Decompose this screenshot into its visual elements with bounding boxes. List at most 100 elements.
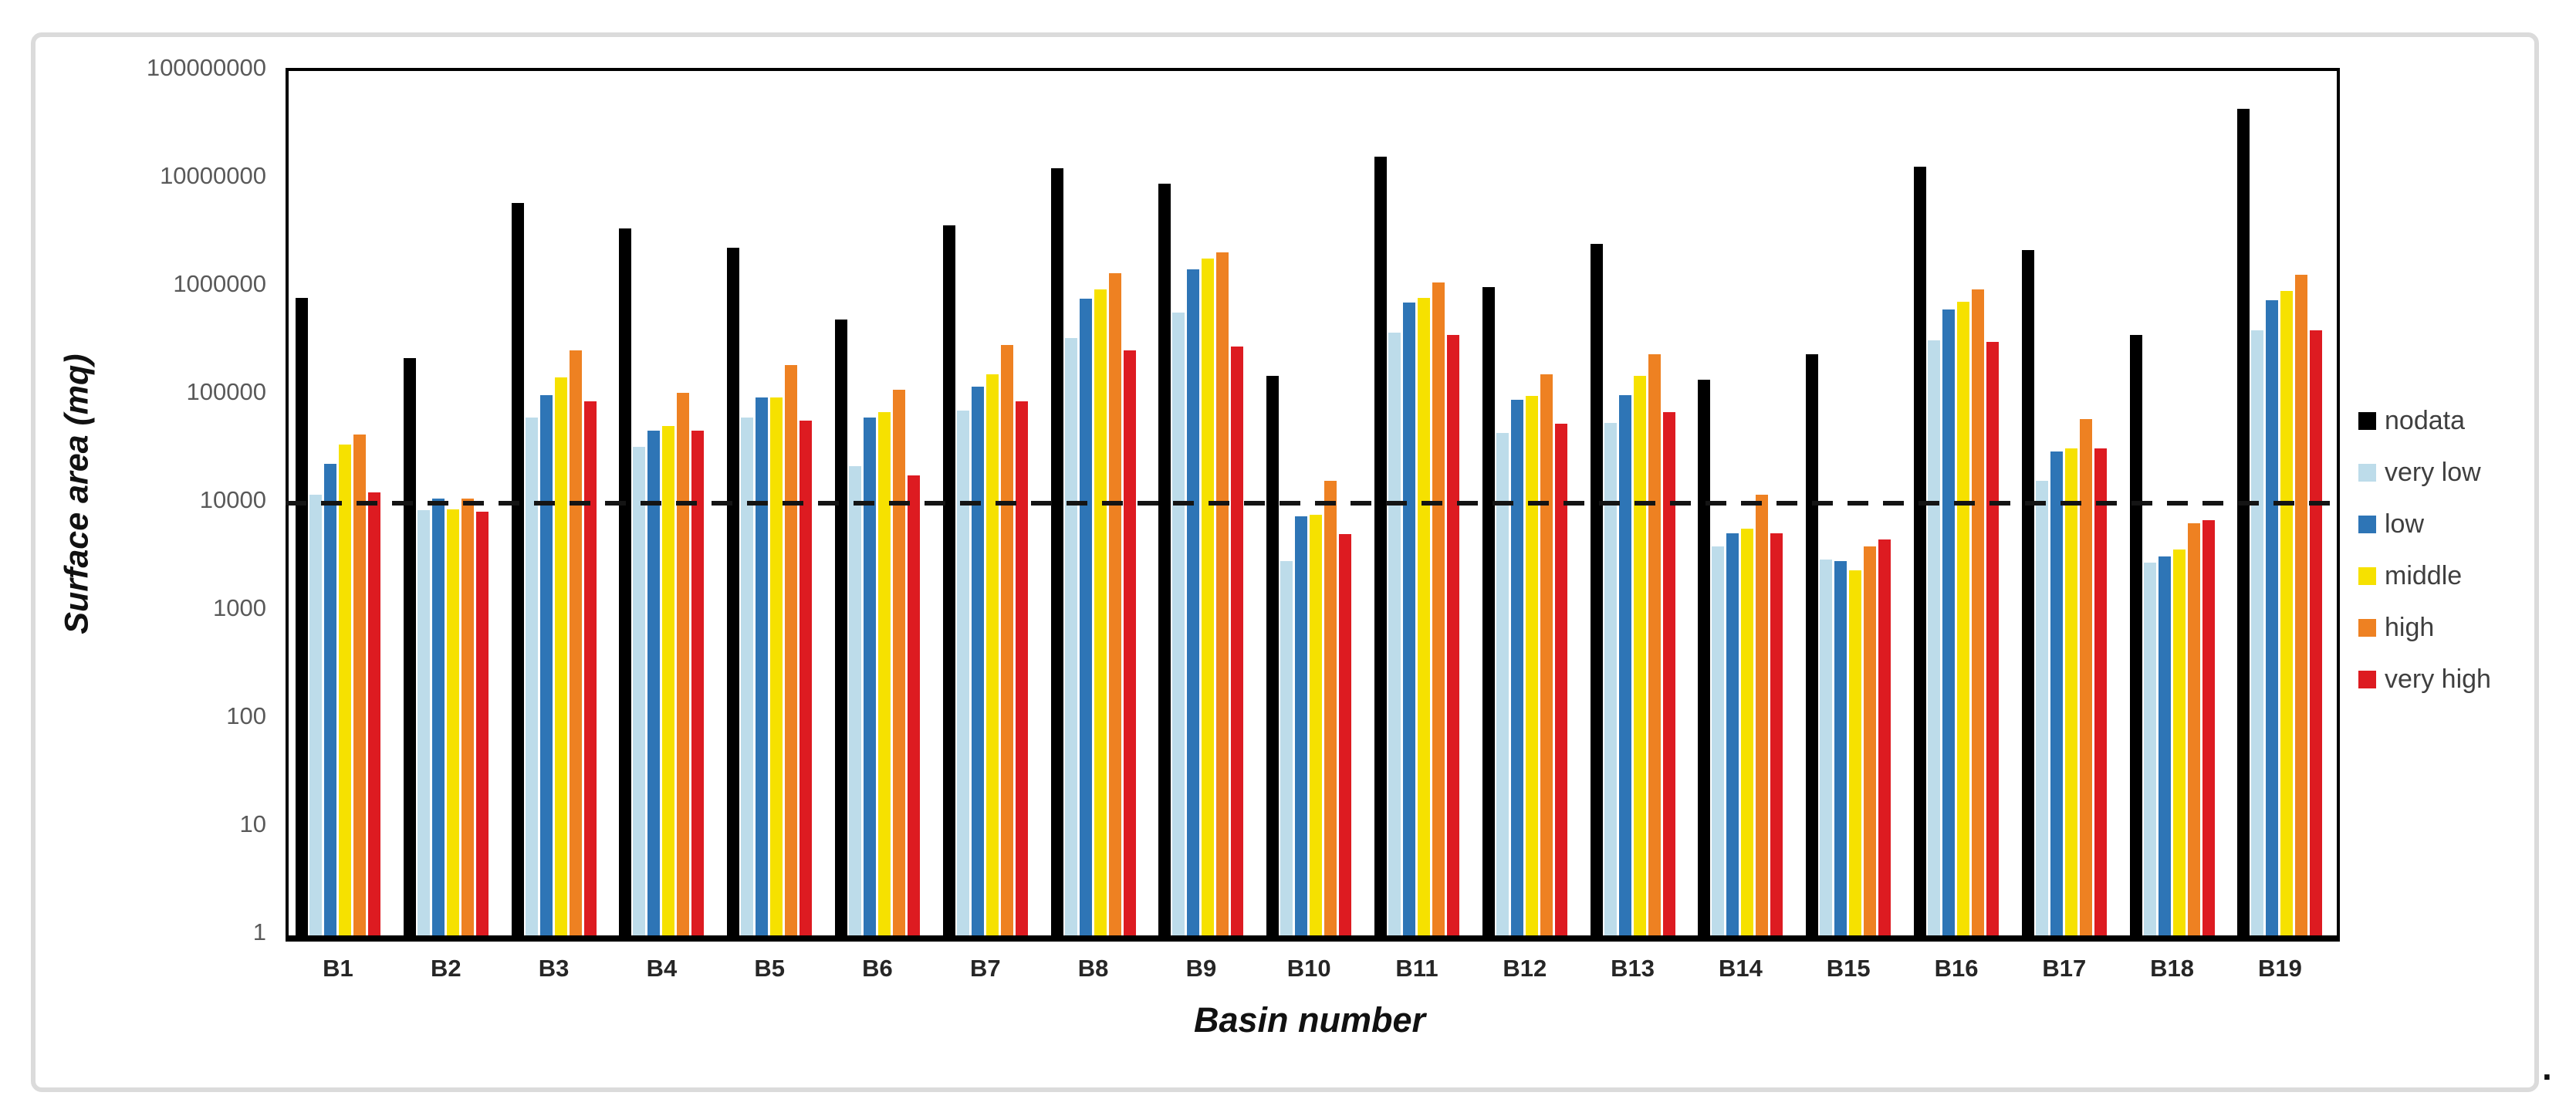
bar-nodata-B2 [403, 358, 416, 935]
bar-nodata-B17 [2021, 250, 2034, 935]
x-tick-label: B4 [646, 955, 678, 982]
bar-very-low-B14 [1712, 546, 1725, 935]
legend-label: middle [2385, 561, 2463, 590]
document-trailing-period: . [2542, 1047, 2552, 1087]
x-tick-label: B2 [430, 955, 461, 982]
x-tick-label: B18 [2150, 955, 2195, 982]
bar-very-high-B5 [800, 421, 813, 935]
y-tick-label: 100000 [186, 378, 266, 405]
bar-nodata-B11 [1374, 157, 1387, 935]
bar-very-low-B12 [1496, 433, 1509, 935]
bar-very-low-B7 [956, 411, 969, 935]
bar-low-B15 [1834, 561, 1847, 935]
bar-high-B4 [677, 393, 690, 935]
bar-nodata-B1 [296, 298, 308, 935]
bar-middle-B15 [1849, 570, 1862, 935]
bar-very-low-B10 [1280, 561, 1293, 935]
bar-high-B3 [569, 350, 582, 935]
x-tick-label: B17 [2042, 955, 2087, 982]
bar-very-low-B19 [2251, 330, 2264, 935]
bar-very-high-B16 [1986, 342, 1999, 935]
bar-very-low-B8 [1064, 338, 1077, 935]
x-tick-label: B16 [1934, 955, 1979, 982]
legend-label: nodata [2385, 406, 2465, 435]
bar-high-B15 [1864, 546, 1877, 935]
bar-low-B14 [1726, 533, 1739, 935]
bar-very-low-B15 [1820, 560, 1833, 935]
bar-very-high-B4 [691, 431, 705, 935]
bar-middle-B17 [2064, 448, 2077, 935]
y-tick-label: 10 [239, 810, 266, 837]
bar-middle-B16 [1957, 302, 1969, 935]
bar-high-B2 [461, 499, 474, 935]
bar-low-B1 [324, 464, 336, 935]
bar-low-B4 [647, 431, 661, 935]
bar-low-B12 [1510, 400, 1523, 935]
bar-middle-B9 [1202, 259, 1215, 935]
bar-very-low-B2 [417, 510, 430, 935]
bar-low-B5 [756, 397, 769, 935]
bar-very-high-B6 [908, 475, 920, 935]
bar-low-B16 [1942, 309, 1955, 935]
legend-item-low: low [2358, 511, 2491, 537]
bar-middle-B11 [1418, 298, 1430, 935]
legend-swatch-icon [2358, 515, 2376, 533]
bar-very-low-B18 [2143, 563, 2156, 935]
bar-middle-B2 [446, 509, 459, 935]
bar-nodata-B3 [511, 203, 524, 935]
bar-low-B2 [431, 499, 445, 935]
bar-high-B8 [1108, 273, 1121, 935]
bar-very-high-B11 [1447, 335, 1459, 935]
bar-high-B10 [1324, 481, 1337, 935]
legend-label: very high [2385, 665, 2491, 694]
x-tick-label: B1 [323, 955, 353, 982]
bar-nodata-B13 [1590, 244, 1603, 935]
bar-middle-B6 [878, 412, 891, 935]
bar-high-B16 [1972, 289, 1984, 935]
bar-very-high-B10 [1339, 534, 1352, 935]
x-tick-label: B12 [1503, 955, 1547, 982]
bar-very-high-B19 [2310, 330, 2323, 935]
x-tick-label: B13 [1611, 955, 1655, 982]
bar-high-B9 [1216, 252, 1229, 935]
x-tick-label: B5 [754, 955, 785, 982]
bar-nodata-B16 [1914, 167, 1926, 935]
bar-low-B13 [1618, 395, 1631, 935]
bar-middle-B5 [770, 397, 783, 935]
bar-nodata-B14 [1698, 380, 1711, 935]
y-tick-label: 1000 [213, 594, 266, 621]
bar-very-high-B12 [1554, 424, 1567, 935]
bar-middle-B18 [2172, 550, 2186, 935]
bar-middle-B3 [554, 377, 567, 935]
bar-nodata-B7 [942, 225, 955, 935]
bar-very-low-B9 [1172, 313, 1185, 935]
bar-high-B1 [353, 435, 366, 935]
y-tick-label: 10000000 [160, 162, 266, 189]
bar-very-low-B17 [2035, 481, 2048, 935]
bar-very-low-B3 [525, 418, 538, 935]
bar-very-low-B1 [309, 495, 322, 935]
bar-very-high-B9 [1231, 347, 1244, 935]
legend-label: very low [2385, 458, 2481, 487]
bar-very-low-B6 [849, 466, 861, 935]
legend-item-very-low: very low [2358, 459, 2491, 485]
bar-low-B19 [2266, 300, 2279, 935]
chart-legend: nodata very low low middle high very high [2358, 408, 2491, 718]
x-tick-label: B9 [1185, 955, 1217, 982]
legend-item-middle: middle [2358, 563, 2491, 589]
bar-middle-B19 [2280, 291, 2294, 935]
bar-high-B5 [785, 365, 798, 935]
x-tick-label: B11 [1395, 955, 1438, 982]
bar-middle-B12 [1525, 396, 1538, 935]
bar-low-B18 [2158, 556, 2171, 935]
bar-very-high-B8 [1123, 350, 1136, 935]
y-axis-title: Surface area (mq) [58, 353, 96, 634]
threshold-dashed-line [286, 501, 2340, 506]
bar-high-B7 [1000, 345, 1013, 935]
bar-nodata-B19 [2237, 109, 2250, 935]
bar-very-high-B2 [475, 512, 488, 935]
bar-high-B14 [1756, 495, 1769, 935]
legend-swatch-icon [2358, 463, 2376, 482]
y-tick-label: 1000000 [173, 270, 266, 297]
bar-high-B12 [1540, 374, 1553, 935]
